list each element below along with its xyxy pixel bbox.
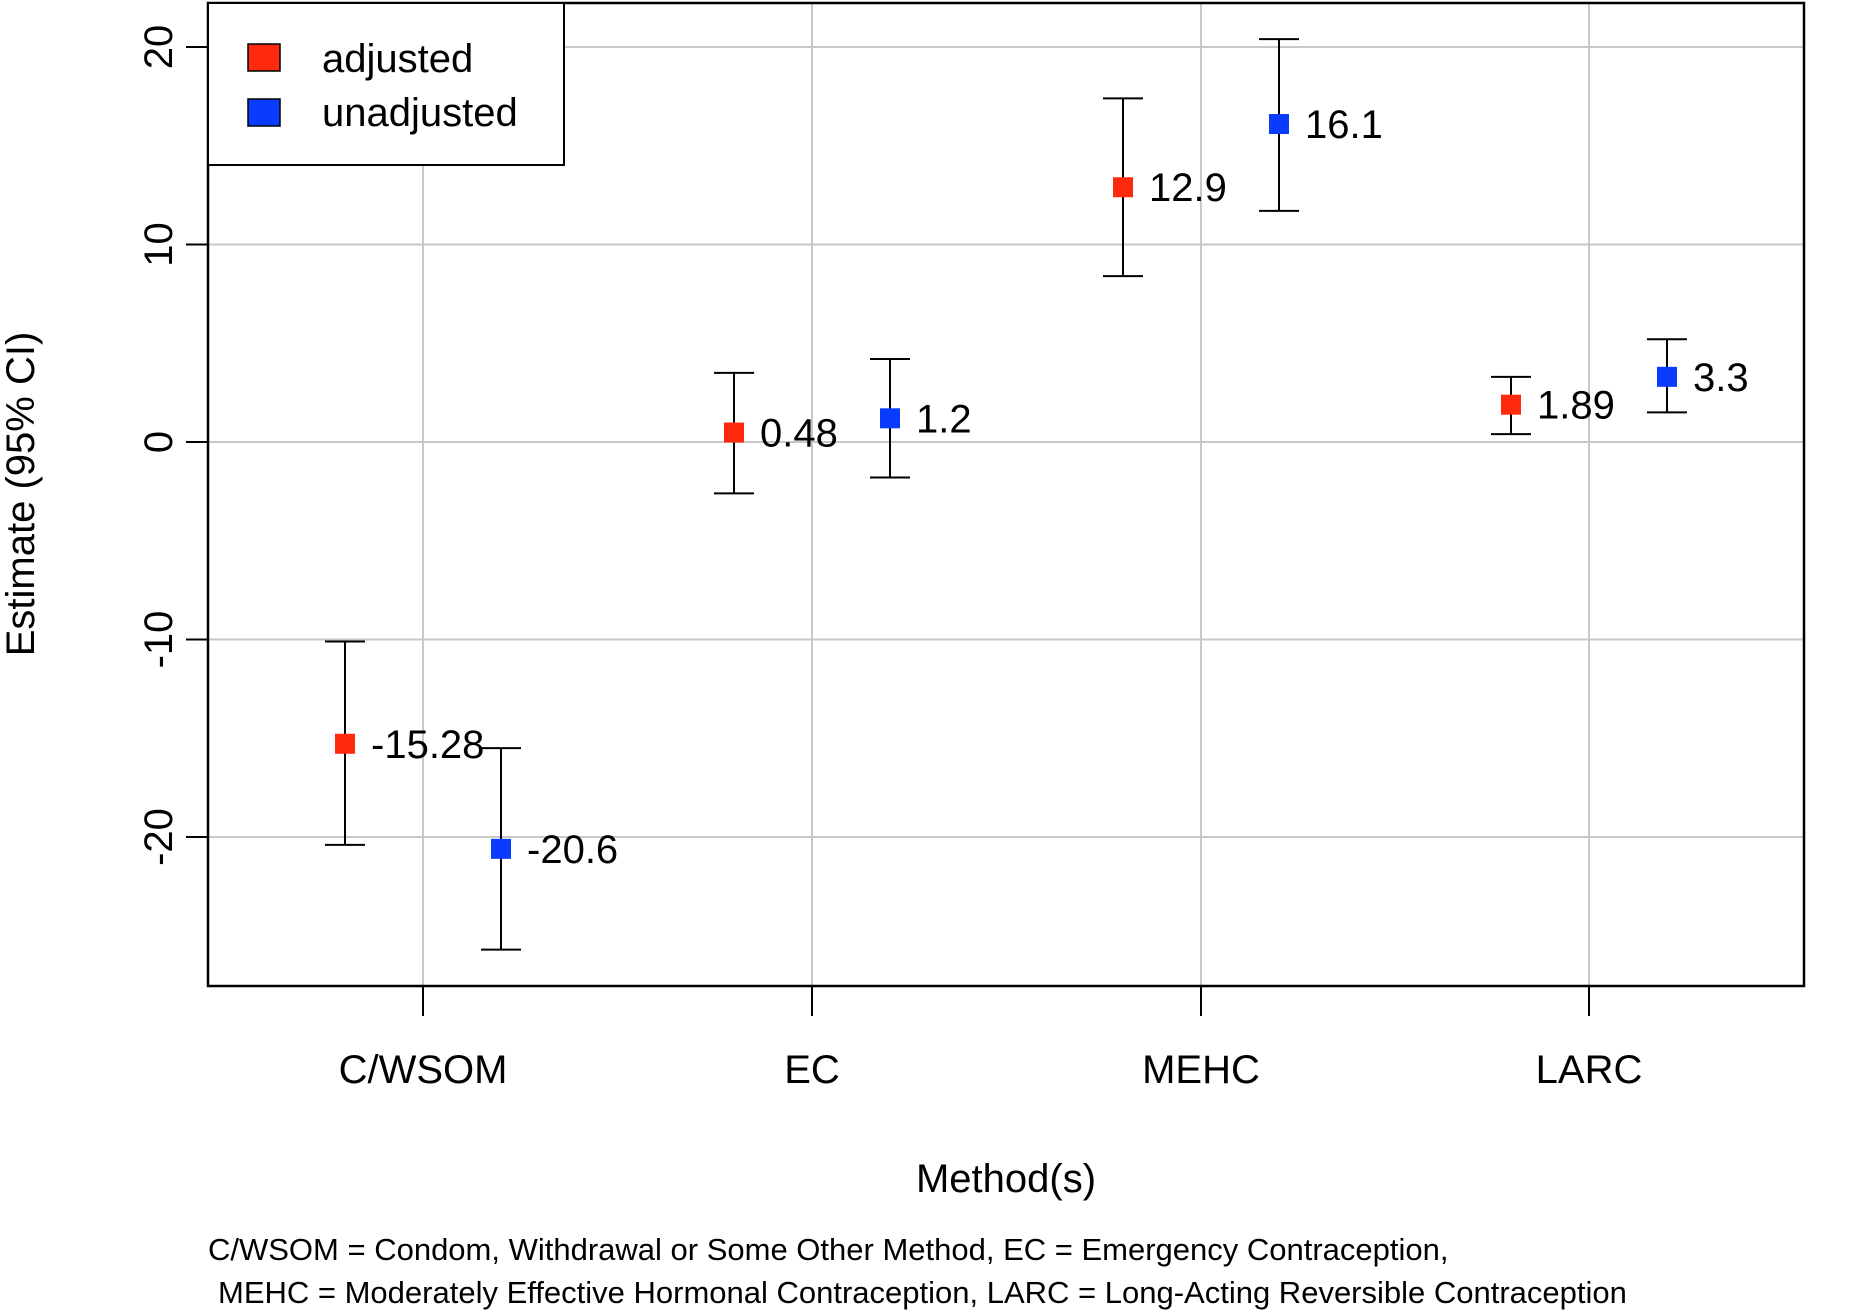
x-tick-label: C/WSOM xyxy=(339,1048,508,1092)
y-tick-label: 20 xyxy=(137,25,181,70)
y-tick-label: 10 xyxy=(137,222,181,267)
data-points xyxy=(335,114,1677,859)
confidence-intervals xyxy=(325,38,1687,951)
y-tick-label: 0 xyxy=(137,431,181,453)
data-label-adjusted: 12.9 xyxy=(1149,166,1227,210)
data-label-adjusted: 0.48 xyxy=(760,412,838,456)
x-tick-label: MEHC xyxy=(1142,1048,1260,1092)
legend-swatch-unadjusted xyxy=(247,98,281,127)
footnote-line-2: MEHC = Moderately Effective Hormonal Con… xyxy=(218,1275,1627,1310)
legend-box xyxy=(207,2,565,166)
axis-ticks: -20 -10 0 10 20 C/WSOM EC MEHC LARC xyxy=(137,25,1642,1092)
data-label-unadjusted: 3.3 xyxy=(1693,356,1749,400)
data-label-adjusted: 1.89 xyxy=(1537,384,1615,428)
legend-swatch-adjusted xyxy=(247,43,281,72)
legend-label-adjusted: adjusted xyxy=(322,37,473,81)
point-adjusted xyxy=(335,733,355,754)
footnote-line-1: C/WSOM = Condom, Withdrawal or Some Othe… xyxy=(208,1232,1448,1267)
data-label-unadjusted: -20.6 xyxy=(527,828,618,872)
point-adjusted xyxy=(724,422,744,443)
point-unadjusted xyxy=(1269,114,1289,135)
point-unadjusted xyxy=(1657,366,1677,387)
data-label-unadjusted: 1.2 xyxy=(916,397,972,441)
point-adjusted xyxy=(1501,394,1521,415)
x-tick-label: EC xyxy=(784,1048,840,1092)
data-label-adjusted: -15.28 xyxy=(371,723,484,767)
data-labels: -15.28 0.48 12.9 1.89 -20.6 1.2 16.1 3.3 xyxy=(371,103,1749,872)
y-tick-label: -20 xyxy=(137,808,181,866)
point-adjusted xyxy=(1113,177,1133,198)
legend: adjusted unadjusted xyxy=(207,2,565,166)
x-axis-label: Method(s) xyxy=(916,1157,1096,1201)
plot-frame xyxy=(206,1,1806,988)
data-label-unadjusted: 16.1 xyxy=(1305,103,1383,147)
y-axis-label: Estimate (95% CI) xyxy=(0,332,43,657)
legend-label-unadjusted: unadjusted xyxy=(322,91,518,135)
point-unadjusted xyxy=(491,838,511,859)
x-tick-label: LARC xyxy=(1536,1048,1643,1092)
point-unadjusted xyxy=(880,408,900,429)
y-tick-label: -10 xyxy=(137,611,181,669)
